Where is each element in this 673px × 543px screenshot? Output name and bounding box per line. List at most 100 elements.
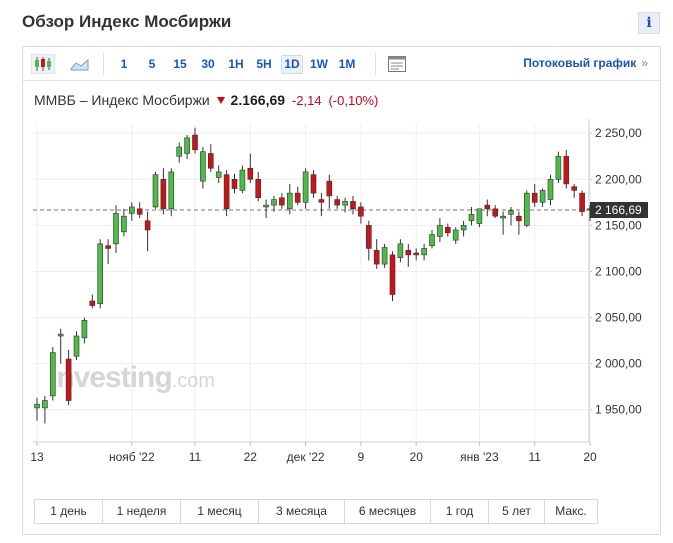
candle[interactable] [231,173,238,194]
candle[interactable] [168,168,175,217]
candle-body-up [49,352,56,397]
candle[interactable] [500,211,506,235]
period-button[interactable]: 1 день [35,500,103,523]
streaming-chart-link[interactable]: Потоковый график » [523,56,648,70]
candle[interactable] [279,193,285,209]
candle[interactable] [73,331,80,360]
timeframe-1d-button[interactable]: 1D [281,55,303,74]
candle[interactable] [271,195,277,212]
candle[interactable] [310,170,317,198]
candle[interactable] [184,135,190,160]
y-tick-label: 1 950,00 [595,403,642,417]
candle[interactable] [294,186,301,206]
candle[interactable] [429,230,435,249]
candle[interactable] [444,223,451,237]
candle[interactable] [452,227,459,244]
candle[interactable] [365,220,372,261]
candle[interactable] [342,197,348,213]
candle[interactable] [571,183,578,198]
timeframe-5-button[interactable]: 5 [148,57,156,71]
candle[interactable] [49,347,56,401]
candle[interactable] [144,211,151,252]
period-button[interactable]: Макс. [555,504,587,518]
candlestick-chart[interactable]: 1 950,00 2 000,00 2 050,00 2 100,00 2 150,00… [23,47,660,487]
candlestick-type-icon[interactable] [31,54,55,74]
candle[interactable] [468,206,475,226]
candle[interactable] [215,165,222,183]
candle[interactable] [413,248,420,261]
candle[interactable] [555,151,562,183]
candle[interactable] [476,208,483,228]
candle[interactable] [437,218,443,242]
timeframe-5h-button[interactable]: 5H [256,57,272,71]
candle[interactable] [160,168,167,215]
info-button[interactable]: i [638,12,660,34]
candle[interactable] [255,171,261,202]
candle[interactable] [176,142,182,163]
timeframe-1w-button[interactable]: 1W [310,57,328,71]
candle[interactable] [334,195,341,209]
candle[interactable] [373,239,380,269]
period-button[interactable]: 1 месяц [181,500,259,523]
candle[interactable] [318,193,325,217]
candle[interactable] [531,183,538,207]
candle[interactable] [460,220,467,237]
candle[interactable] [381,243,388,268]
candle[interactable] [113,205,119,254]
timeframe-1h-button[interactable]: 1H [228,57,244,71]
indicators-icon[interactable] [387,54,407,74]
candle[interactable] [492,205,499,219]
candle[interactable] [152,171,159,209]
period-button[interactable]: 5 лет [489,500,545,523]
x-tick-label: 9 [358,450,365,464]
candle[interactable] [65,349,72,406]
candle[interactable] [105,239,111,265]
area-type-icon[interactable] [69,54,91,74]
candle[interactable] [247,153,254,183]
candle-body-down [310,174,317,194]
candle[interactable] [523,190,530,228]
instrument-name: ММВБ – Индекс Мосбиржи [34,92,210,108]
candle[interactable] [539,188,546,207]
candle[interactable] [263,199,269,219]
candle[interactable] [579,190,585,217]
period-button[interactable]: 1 год [431,500,489,523]
timeframe-1-button[interactable]: 1 [120,57,128,71]
candle[interactable] [208,144,214,172]
candle[interactable] [547,174,554,206]
period-button[interactable]: 3 месяца [259,500,345,523]
timeframe-15-button[interactable]: 15 [173,57,187,71]
candle[interactable] [97,239,103,309]
candle[interactable] [286,183,293,215]
candle[interactable] [508,206,514,226]
candle[interactable] [397,239,404,263]
candle[interactable] [516,211,522,235]
candle[interactable] [239,165,246,194]
timeframe-1m-button[interactable]: 1M [338,57,356,71]
candle[interactable] [57,328,64,364]
candle[interactable] [223,170,230,217]
candle[interactable] [484,199,491,217]
timeframe-30-button[interactable]: 30 [201,57,215,71]
candle[interactable] [389,251,396,301]
candle[interactable] [89,294,96,309]
candle[interactable] [192,127,198,154]
candle[interactable] [136,202,143,219]
candle-body-down [492,208,499,217]
candle[interactable] [42,395,48,424]
candle[interactable] [121,208,127,237]
candle[interactable] [129,202,135,221]
period-button[interactable]: 6 месяцев [345,500,431,523]
candle-body-up [152,174,159,208]
candle[interactable] [302,168,309,209]
candle[interactable] [358,202,364,224]
period-button[interactable]: 1 неделя [103,500,181,523]
candle[interactable] [81,317,88,344]
candle[interactable] [34,397,40,421]
candle[interactable] [200,147,206,189]
candle[interactable] [421,243,427,261]
candle[interactable] [563,149,570,189]
candle[interactable] [405,243,412,267]
candle[interactable] [326,174,333,209]
candle[interactable] [350,195,356,215]
